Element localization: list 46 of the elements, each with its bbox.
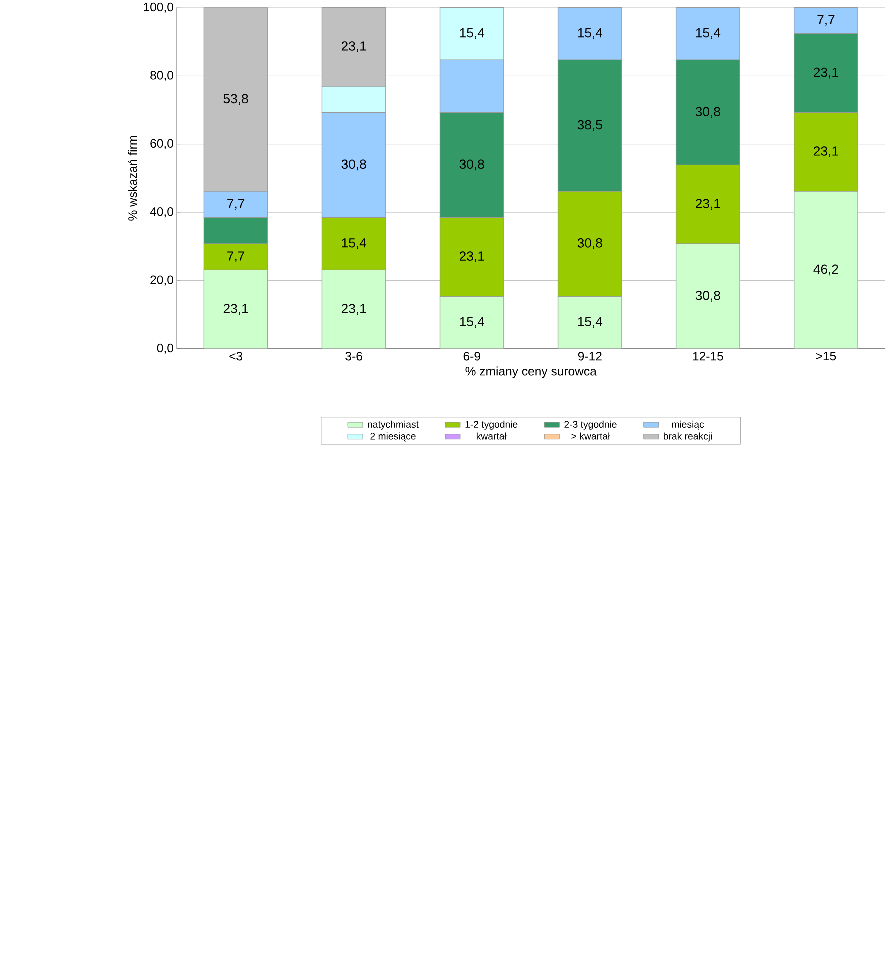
x-tick-label: 9-12 — [578, 352, 602, 361]
data-label: 7,7 — [227, 199, 244, 210]
data-label: 23,1 — [696, 199, 720, 210]
legend-label: brak reakcji — [664, 432, 712, 442]
data-label: 23,1 — [814, 68, 838, 79]
data-label: 46,2 — [814, 264, 838, 276]
data-label: 30,8 — [696, 107, 720, 118]
x-axis-title: % zmiany ceny surowca — [466, 366, 597, 378]
data-label: 15,4 — [342, 238, 366, 250]
data-label: 30,8 — [696, 291, 720, 302]
y-axis-title: % wskazań firm — [128, 136, 138, 221]
y-tick-label: 20,0 — [150, 276, 174, 286]
x-tick-label: <3 — [229, 352, 242, 361]
data-label: 23,1 — [342, 42, 366, 52]
data-label: 7,7 — [818, 15, 834, 26]
legend-label: natychmiast — [368, 420, 419, 430]
x-tick-label: >15 — [816, 352, 836, 361]
data-label: 38,5 — [578, 120, 602, 132]
legend-label: > kwartał — [572, 432, 610, 440]
x-tick-label: 3-6 — [346, 352, 362, 361]
y-tick-label: 40,0 — [150, 208, 174, 218]
data-label: 23,1 — [814, 146, 838, 158]
y-tick-label: 80,0 — [150, 71, 174, 82]
y-tick-label: 60,0 — [150, 139, 174, 150]
data-label: 15,4 — [578, 28, 602, 40]
data-label: 30,8 — [342, 160, 366, 171]
x-tick-label: 6-9 — [464, 352, 480, 361]
data-label: 15,4 — [696, 28, 720, 40]
data-label: 15,4 — [460, 317, 484, 328]
data-label: 53,8 — [224, 94, 248, 106]
legend-label: miesiąc — [672, 420, 704, 430]
y-tick-label: 100,0 — [144, 2, 174, 14]
legend-label: 2 miesiące — [370, 432, 416, 442]
data-label: 30,8 — [460, 160, 484, 171]
legend-label: 2-3 tygodnie — [564, 420, 617, 430]
data-label: 7,7 — [227, 252, 244, 262]
legend-label: 1-2 tygodnie — [466, 420, 518, 430]
x-tick-label: 12-15 — [693, 352, 724, 361]
legend-label: kwartał — [476, 432, 507, 440]
data-label: 23,1 — [460, 252, 484, 263]
data-label: 15,4 — [578, 317, 602, 328]
y-tick-label: 0,0 — [157, 344, 174, 354]
data-label: 30,8 — [578, 238, 602, 250]
data-label: 23,1 — [224, 304, 248, 316]
data-label: 15,4 — [460, 28, 484, 40]
data-label: 23,1 — [342, 304, 366, 316]
